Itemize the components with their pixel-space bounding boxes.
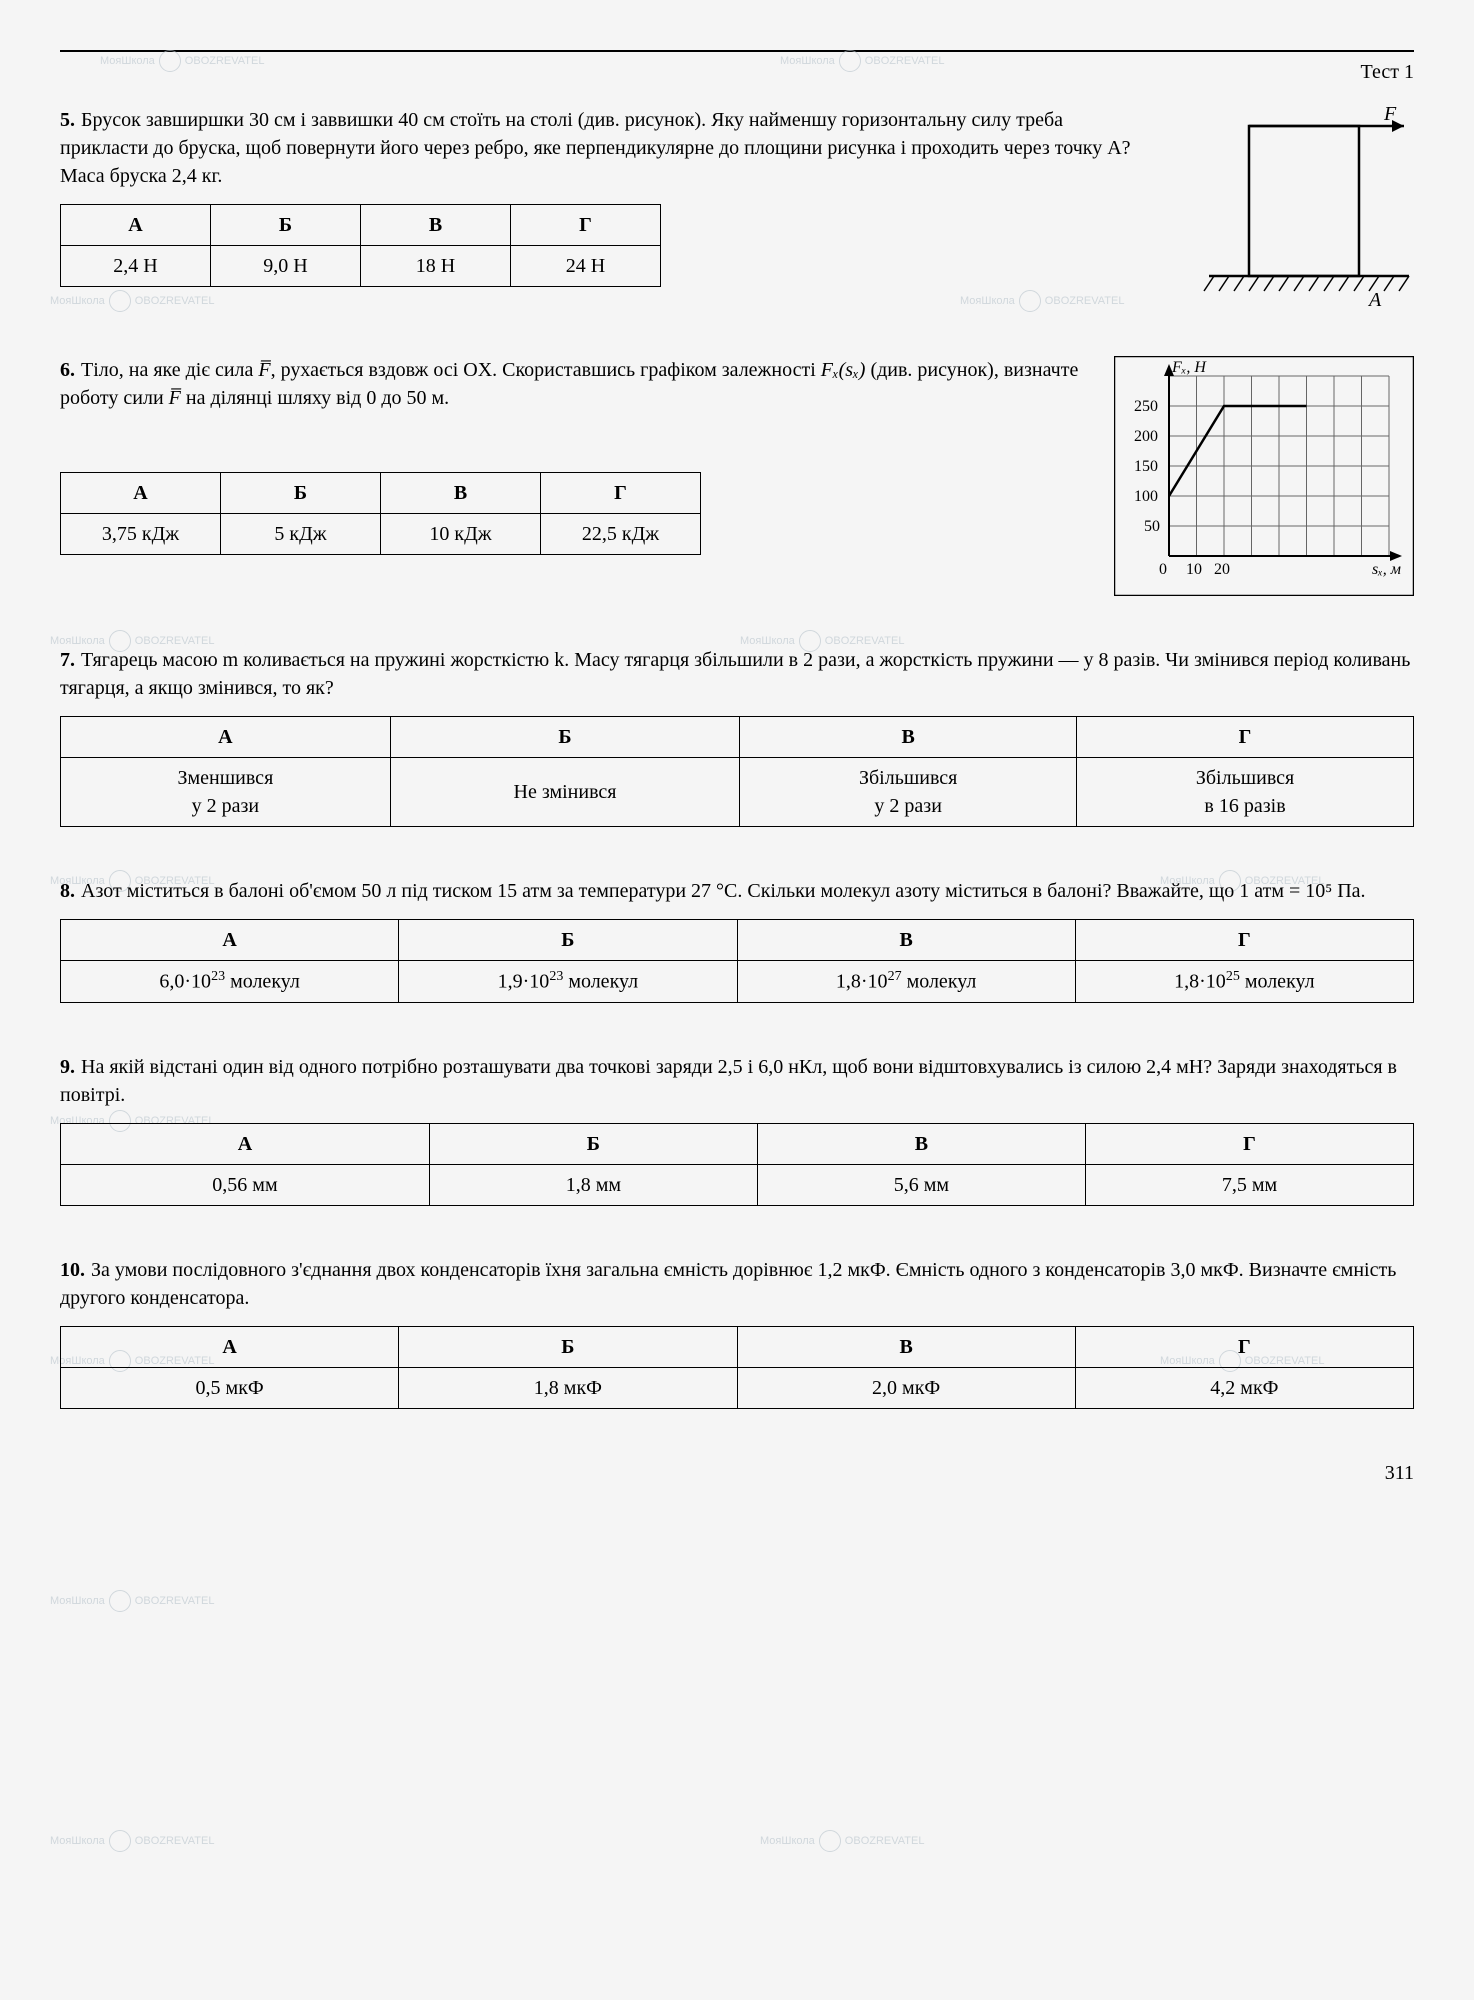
answer-table-10: А Б В Г 0,5 мкФ 1,8 мкФ 2,0 мкФ 4,2 мкФ <box>60 1326 1414 1409</box>
figure-5: F̅ A <box>1154 106 1414 306</box>
col-header: В <box>361 205 511 246</box>
svg-text:10: 10 <box>1186 561 1202 578</box>
col-header: А <box>61 920 399 961</box>
answer-cell: 10 кДж <box>381 514 541 555</box>
question-number: 7. <box>60 649 75 671</box>
answer-cell: 24 Н <box>511 246 661 287</box>
answer-cell: Зменшився у 2 рази <box>61 758 391 827</box>
col-header: Б <box>221 473 381 514</box>
question-number: 5. <box>60 109 75 131</box>
svg-text:50: 50 <box>1144 518 1160 535</box>
test-label: Тест 1 <box>60 58 1414 86</box>
svg-text:20: 20 <box>1214 561 1230 578</box>
col-header: В <box>381 473 541 514</box>
answer-cell: 18 Н <box>361 246 511 287</box>
col-header: В <box>737 1326 1075 1367</box>
svg-text:Fₓ, Н: Fₓ, Н <box>1171 359 1207 376</box>
answer-cell: 1,8·1027 молекул <box>737 961 1075 1003</box>
answer-cell: Збільшився у 2 рази <box>740 758 1077 827</box>
answer-cell: 9,0 Н <box>211 246 361 287</box>
answer-cell: 1,9·1023 молекул <box>399 961 737 1003</box>
col-header: Г <box>541 473 701 514</box>
page: МояШколаOBOZREVATEL МояШколаOBOZREVATEL … <box>60 50 1414 1487</box>
a-label: A <box>1367 289 1382 306</box>
col-header: Г <box>1077 717 1414 758</box>
page-number: 311 <box>60 1459 1414 1487</box>
col-header: А <box>61 205 211 246</box>
question-number: 8. <box>60 880 75 902</box>
f-label: F̅ <box>1383 106 1398 125</box>
answer-cell: 2,0 мкФ <box>737 1367 1075 1408</box>
answer-cell: Не змінився <box>390 758 739 827</box>
question-10: 10.За умови послідовного з'єднання двох … <box>60 1256 1414 1409</box>
answer-cell: 7,5 мм <box>1085 1164 1413 1205</box>
question-number: 9. <box>60 1056 75 1078</box>
col-header: Г <box>1075 1326 1413 1367</box>
col-header: Б <box>429 1123 757 1164</box>
svg-text:250: 250 <box>1134 398 1158 415</box>
answer-cell: 6,0·1023 молекул <box>61 961 399 1003</box>
watermark: МояШколаOBOZREVATEL <box>50 1590 214 1612</box>
question-8: 8. Азот міститься в балоні об'ємом 50 л п… <box>60 877 1414 1003</box>
answer-cell: 4,2 мкФ <box>1075 1367 1413 1408</box>
col-header: Б <box>211 205 361 246</box>
answer-table-7: А Б В Г Зменшився у 2 рази Не змінився З… <box>60 716 1414 827</box>
col-header: А <box>61 1123 430 1164</box>
answer-cell: 2,4 Н <box>61 246 211 287</box>
col-header: В <box>737 920 1075 961</box>
answer-cell: 0,56 мм <box>61 1164 430 1205</box>
answer-cell: Збільшився в 16 разів <box>1077 758 1414 827</box>
answer-table-6: А Б В Г 3,75 кДж 5 кДж 10 кДж 22,5 кДж <box>60 472 701 555</box>
col-header: Г <box>511 205 661 246</box>
col-header: Г <box>1075 920 1413 961</box>
answer-cell: 5 кДж <box>221 514 381 555</box>
answer-table-8: А Б В Г 6,0·1023 молекул 1,9·1023 молеку… <box>60 919 1414 1003</box>
col-header: А <box>61 1326 399 1367</box>
figure-6-chart: Fₓ, Н 250 200 150 100 50 0 10 20 sₓ, м <box>1114 356 1414 596</box>
question-number: 6. <box>60 359 75 381</box>
answer-cell: 1,8·1025 молекул <box>1075 961 1413 1003</box>
answer-cell: 22,5 кДж <box>541 514 701 555</box>
header-rule <box>60 50 1414 52</box>
question-8-text: Азот міститься в балоні об'ємом 50 л під… <box>81 880 1366 902</box>
col-header: В <box>740 717 1077 758</box>
svg-text:200: 200 <box>1134 428 1158 445</box>
question-9-text: На якій відстані один від одного потрібн… <box>60 1056 1397 1106</box>
question-6: 6.Тіло, на яке діє сила F̅, рухається вз… <box>60 356 1414 596</box>
svg-text:100: 100 <box>1134 488 1158 505</box>
answer-cell: 3,75 кДж <box>61 514 221 555</box>
col-header: В <box>757 1123 1085 1164</box>
col-header: А <box>61 717 391 758</box>
question-7-text: Тягарець масою m коливається на пружині … <box>60 649 1410 699</box>
question-9: 9.На якій відстані один від одного потрі… <box>60 1053 1414 1206</box>
watermark: МояШколаOBOZREVATEL <box>50 1830 214 1852</box>
col-header: Б <box>390 717 739 758</box>
watermark: МояШколаOBOZREVATEL <box>760 1830 924 1852</box>
question-number: 10. <box>60 1259 85 1281</box>
question-7: 7.Тягарець масою m коливається на пружин… <box>60 646 1414 827</box>
question-5: 5.Брусок завширшки 30 см і заввишки 40 с… <box>60 106 1414 306</box>
question-5-text: 5.Брусок завширшки 30 см і заввишки 40 с… <box>60 106 1134 287</box>
answer-cell: 1,8 мм <box>429 1164 757 1205</box>
question-6-text: 6.Тіло, на яке діє сила F̅, рухається вз… <box>60 356 1094 555</box>
answer-table-5: А Б В Г 2,4 Н 9,0 Н 18 Н 24 Н <box>60 204 661 287</box>
svg-text:sₓ, м: sₓ, м <box>1372 561 1401 578</box>
answer-cell: 5,6 мм <box>757 1164 1085 1205</box>
col-header: А <box>61 473 221 514</box>
col-header: Б <box>399 1326 737 1367</box>
answer-cell: 0,5 мкФ <box>61 1367 399 1408</box>
svg-text:0: 0 <box>1159 561 1167 578</box>
answer-cell: 1,8 мкФ <box>399 1367 737 1408</box>
col-header: Б <box>399 920 737 961</box>
answer-table-9: А Б В Г 0,56 мм 1,8 мм 5,6 мм 7,5 мм <box>60 1123 1414 1206</box>
question-10-text: За умови послідовного з'єднання двох кон… <box>60 1259 1396 1309</box>
svg-text:150: 150 <box>1134 458 1158 475</box>
col-header: Г <box>1085 1123 1413 1164</box>
